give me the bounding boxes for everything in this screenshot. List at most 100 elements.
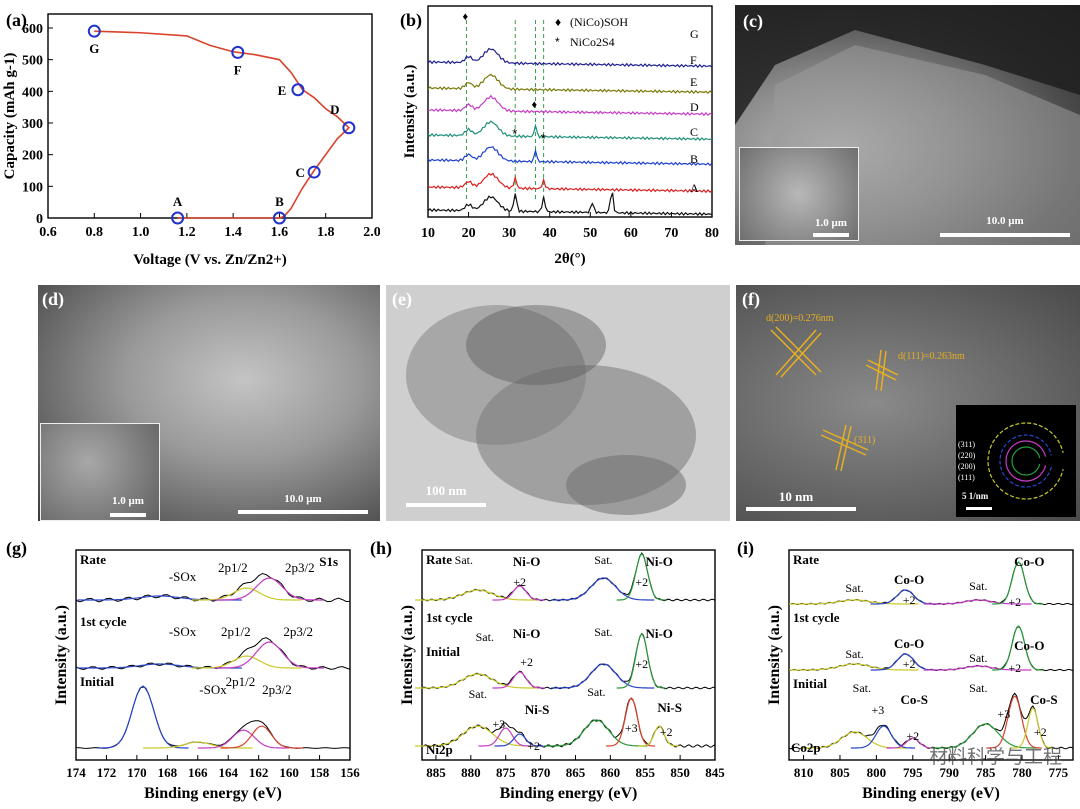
xps-annotation: Sat. (969, 579, 987, 593)
chart-a-axes: 0.6 0.8 1.0 1.2 1.4 1.6 1.8 2.0 0 100 200 300 400 500… (2, 13, 380, 268)
xrd-curve-label-D: D (690, 100, 699, 114)
xps-annotation: 2p3/2 (262, 682, 292, 697)
xps-fit-peak (220, 725, 303, 749)
chart-h-plot: 885 880 875 870 865 860 855 850 845 Binding energ… (399, 549, 725, 802)
chart-b-svg: (b) 10 20 30 40 50 60 70 80 2θ(°) Intensity (a.u.… (400, 5, 719, 267)
xrd-curve-label-F: F (690, 53, 697, 67)
panel-label-d: (d) (42, 289, 64, 309)
xps-fit-peak (986, 695, 1042, 749)
xps-annotation: -SOx (199, 682, 227, 697)
xps-annotation: Sat. (469, 687, 487, 701)
x-axis-label-b: 2θ(°) (554, 251, 585, 267)
xps-fit-peak (616, 553, 666, 601)
state-label-G: G (89, 41, 99, 56)
x-tick-label-a: 0.6 (39, 225, 57, 240)
xrd-curve-label-C: C (690, 125, 698, 139)
lattice-d111-label: d(111)=0.263nm (898, 351, 965, 362)
xps-x-tick-label: 860 (601, 765, 621, 780)
panel-label-b: (b) (400, 10, 422, 31)
xps-annotation: Ni-S (525, 702, 550, 717)
panel-label-i: (i) (737, 538, 754, 559)
xps-fit-peak (551, 577, 655, 601)
xps-annotation: Sat. (594, 553, 612, 567)
xps-row-label: 1st cycle (793, 610, 840, 625)
xps-annotation: +2 (520, 655, 533, 669)
xps-x-axis-label: Binding energy (eV) (500, 785, 638, 802)
xps-fit-peak (492, 671, 546, 689)
xrd-curve-label-A: A (690, 181, 699, 195)
chart-b-frame (427, 5, 713, 218)
x-tick-label-a: 1.4 (224, 225, 242, 240)
panel-label-c: (c) (743, 11, 763, 31)
saed-inset-f: (311) (220) (200) (111) 5 1/nm (956, 405, 1076, 517)
xps-fit-peak (191, 655, 302, 669)
xps-x-axis-label: Binding energy (eV) (862, 785, 1000, 802)
xps-annotation: +2 (635, 657, 648, 671)
tem-flakes-e (406, 305, 696, 515)
xps-fit-peak (551, 663, 655, 689)
scale-label-d: 10.0 μm (284, 493, 322, 505)
xps-fit-peak (992, 561, 1044, 605)
chart-i: (i) 810 805 800 795 790 785 780 775 Binding ener… (737, 538, 1074, 802)
x-tick-label-a: 1.6 (271, 225, 289, 240)
xps-fit-peak (214, 641, 325, 669)
xps-x-tick-label: 168 (158, 765, 178, 780)
state-point-G (87, 24, 101, 38)
saed-ring-label-200: (200) (958, 462, 976, 471)
xps-annotation: 2p1/2 (218, 560, 248, 575)
xps-annotation: Sat. (587, 685, 605, 699)
xps-x-tick-label: 810 (794, 765, 814, 780)
xps-row-label: Initial (793, 676, 827, 691)
xps-annotation: -SOx (169, 569, 197, 584)
xps-x-tick-label: 865 (566, 765, 586, 780)
scale-label-e: 100 nm (425, 483, 467, 498)
xps-annotation: Sat. (476, 630, 494, 644)
scale-label-inset-d: 1.0 μm (112, 495, 144, 507)
xps-x-tick-label: 855 (635, 765, 655, 780)
xps-annotation: Sat. (594, 625, 612, 639)
capacity-curve (94, 30, 351, 219)
legend-marker-b: * (555, 35, 560, 49)
state-label-B: B (275, 194, 284, 209)
xps-annotation: +3 (492, 717, 505, 731)
state-point-C (307, 165, 321, 179)
xps-fit-peak (191, 587, 302, 601)
xps-annotation: -SOx (169, 624, 197, 639)
xps-row-label: 1st cycle (80, 614, 127, 629)
xps-fit-peak (478, 727, 532, 747)
xrd-curve-E (427, 94, 713, 117)
xps-row-label: Rate (426, 552, 452, 567)
xps-fit-peak (850, 725, 915, 749)
x-tick-label-b: 80 (705, 226, 719, 241)
y-tick-label-a: 0 (36, 212, 43, 227)
xps-x-tick-label: 785 (976, 765, 996, 780)
xrd-curve-label-B: B (690, 152, 698, 166)
chart-a: (a) 0.6 0.8 1.0 1.2 1.4 1.6 1.8 2.0 0 100 200 300 40… (2, 10, 380, 268)
xps-row-label: Co2p (791, 740, 821, 755)
x-tick-label-b: 30 (502, 226, 516, 241)
state-label-A: A (173, 194, 183, 209)
xps-x-tick-label: 156 (340, 765, 360, 780)
chart-b-legend: ♦ (NiCo)SOH * NiCo2S4 ♦ ♦ * * (463, 11, 629, 146)
xps-row-label: Ni2p (426, 742, 453, 757)
xps-annotation: +2 (1008, 661, 1021, 675)
chart-g: (g) 174 172 170 168 166 164 162 160 158 156 Bindin… (6, 538, 360, 802)
xps-x-tick-label: 885 (426, 765, 446, 780)
xps-x-tick-label: 795 (903, 765, 923, 780)
xps-fit-peak (97, 685, 189, 749)
x-axis-label-a: Voltage (V vs. Zn/Zn2+) (133, 252, 287, 268)
y-tick-label-a: 400 (22, 85, 43, 100)
panel-label-g: (g) (6, 538, 27, 559)
sem-inset-d (40, 423, 160, 521)
saed-rings (966, 422, 1076, 510)
chart-g-plot: 174 172 170 168 166 164 162 160 158 156 Binding en… (53, 549, 360, 802)
xps-annotation: Co-O (1014, 638, 1044, 653)
xps-fit-peak (197, 729, 290, 749)
xps-annotation: Ni-O (513, 626, 540, 641)
xps-row-label: Rate (80, 552, 106, 567)
xps-annotation: +2 (906, 729, 919, 743)
xps-annotation: +2 (635, 575, 648, 589)
xps-annotation: Sat. (969, 681, 987, 695)
xps-row-label: 1st cycle (426, 610, 473, 625)
y-tick-label-a: 300 (22, 117, 43, 132)
